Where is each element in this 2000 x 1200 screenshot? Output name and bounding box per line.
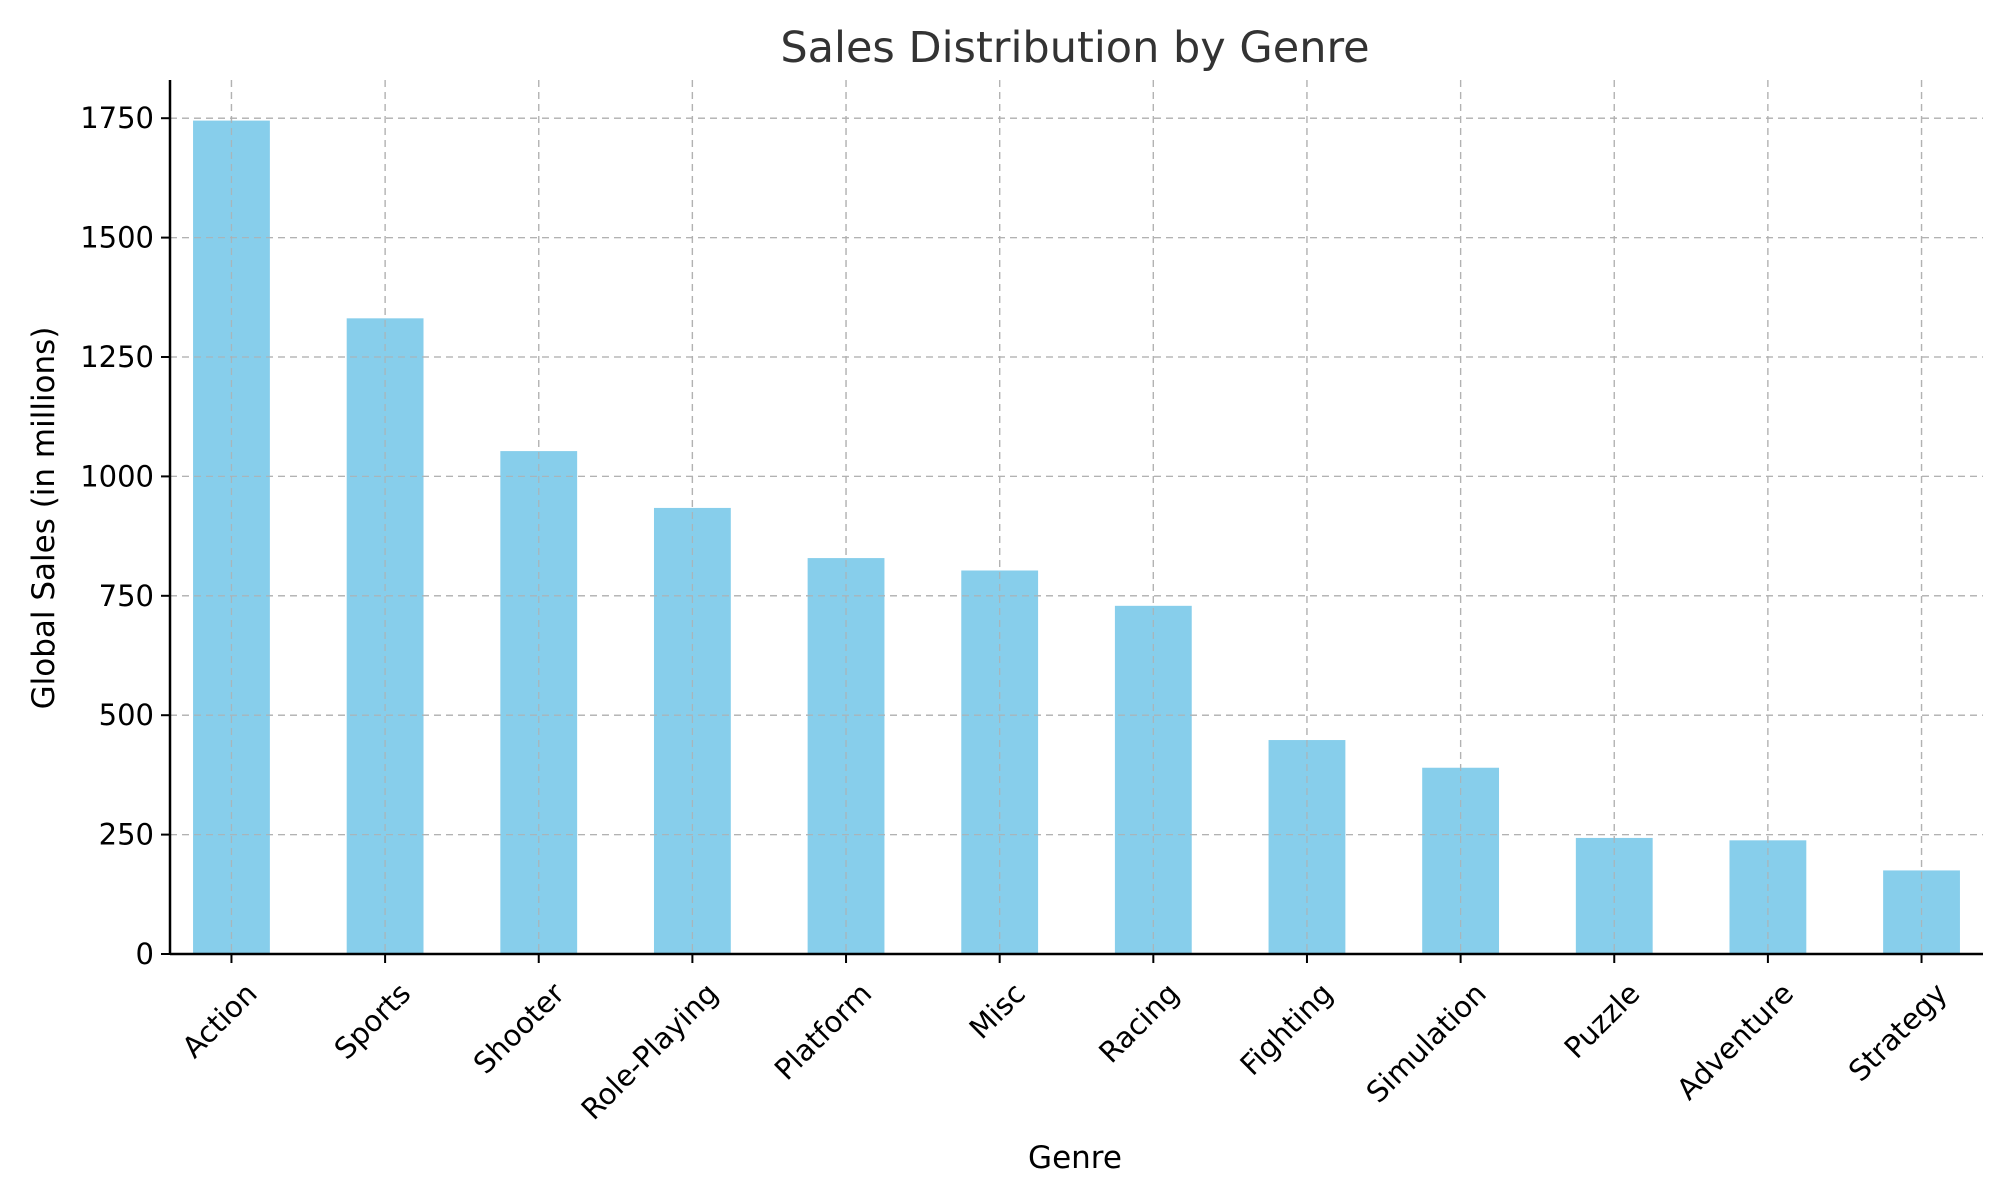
y-tick-label: 250 [99, 818, 154, 852]
bar-shooter [500, 451, 578, 954]
x-tick-label: Fighting [1233, 976, 1339, 1082]
chart-title: Sales Distribution by Genre [780, 23, 1369, 73]
y-tick-label: 750 [99, 579, 154, 613]
x-tick-label: Strategy [1842, 976, 1954, 1088]
x-tick-label: Action [175, 976, 263, 1064]
y-tick-label: 1250 [80, 340, 154, 374]
grid [170, 80, 1983, 955]
x-tick-label: Racing [1092, 976, 1185, 1069]
bars [170, 80, 1983, 955]
y-tick-label: 500 [99, 698, 154, 732]
x-tick-label: Simulation [1360, 976, 1493, 1109]
x-tick-labels: Action Sports Shooter Role-Playing Platform M… [175, 976, 1953, 1126]
y-tick-label: 1750 [80, 101, 154, 135]
x-tick-label: Adventure [1670, 976, 1800, 1106]
axes [161, 80, 1983, 963]
y-tick-label: 1500 [80, 221, 154, 255]
x-tick-label: Puzzle [1558, 976, 1647, 1065]
x-axis-title: Genre [1028, 1140, 1122, 1176]
bar-fighting [1268, 740, 1346, 954]
y-tick-label: 0 [136, 937, 154, 971]
x-tick-label: Platform [768, 976, 879, 1087]
y-axis-title: Global Sales (in millions) [26, 327, 62, 710]
x-tick-label: Role-Playing [575, 976, 725, 1126]
x-tick-label: Misc [963, 976, 1032, 1045]
y-tick-label: 1000 [80, 459, 154, 493]
x-tick-label: Shooter [467, 976, 571, 1080]
x-tick-label: Sports [328, 976, 418, 1066]
y-tick-labels: 0 250 500 750 1000 1250 1500 1750 [80, 101, 154, 971]
